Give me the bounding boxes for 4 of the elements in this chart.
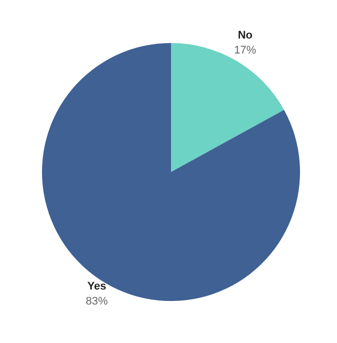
slice-label: Yes: [87, 280, 106, 292]
data-label: 17%: [234, 44, 256, 57]
slice-label: No: [238, 30, 253, 42]
data-label: 83%: [86, 295, 108, 308]
